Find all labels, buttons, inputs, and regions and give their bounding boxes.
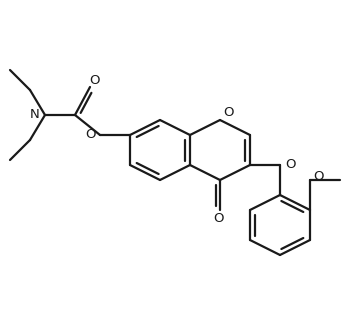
Text: O: O [213, 212, 223, 225]
Text: N: N [30, 108, 40, 121]
Text: O: O [313, 169, 323, 182]
Text: O: O [90, 74, 100, 87]
Text: O: O [285, 158, 295, 170]
Text: O: O [85, 128, 95, 141]
Text: O: O [223, 106, 233, 118]
